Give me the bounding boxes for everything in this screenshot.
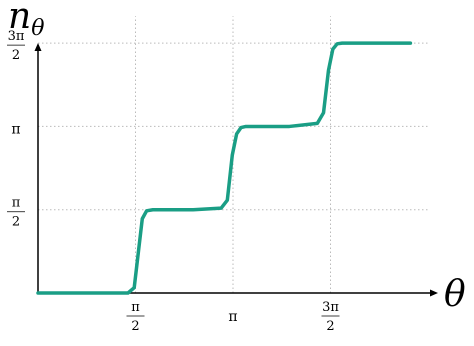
y-axis-title-sub: θ: [31, 16, 44, 41]
x-tick-numerator: π: [131, 300, 140, 315]
y-tick-numerator: 3π: [8, 29, 25, 44]
series-line: [36, 41, 413, 295]
y-tick-denominator: 2: [12, 215, 20, 230]
x-tick-label: 3π2: [321, 300, 340, 334]
y-axis-arrow: [34, 43, 42, 51]
x-axis-title: θ: [444, 274, 466, 315]
axes: [34, 43, 438, 297]
y-tick-denominator: 2: [12, 48, 20, 63]
y-axis-title-main: n: [8, 0, 31, 37]
y-axis-title: nθ: [8, 0, 44, 41]
y-tick-numerator: π: [12, 196, 21, 211]
y-tick-label: 3π2: [7, 29, 25, 63]
x-tick-label: π2: [126, 300, 145, 334]
x-axis-arrow: [430, 289, 438, 297]
x-tick-denominator: 2: [131, 319, 139, 334]
series-group: [36, 41, 413, 295]
x-tick-denominator: 2: [326, 319, 334, 334]
x-tick-text: π: [228, 309, 237, 325]
x-tick-label: π: [228, 309, 237, 325]
x-tick-numerator: 3π: [322, 300, 339, 315]
y-tick-label: π2: [7, 196, 25, 230]
y-tick-text: π: [11, 121, 20, 137]
y-tick-label: π: [11, 121, 20, 137]
